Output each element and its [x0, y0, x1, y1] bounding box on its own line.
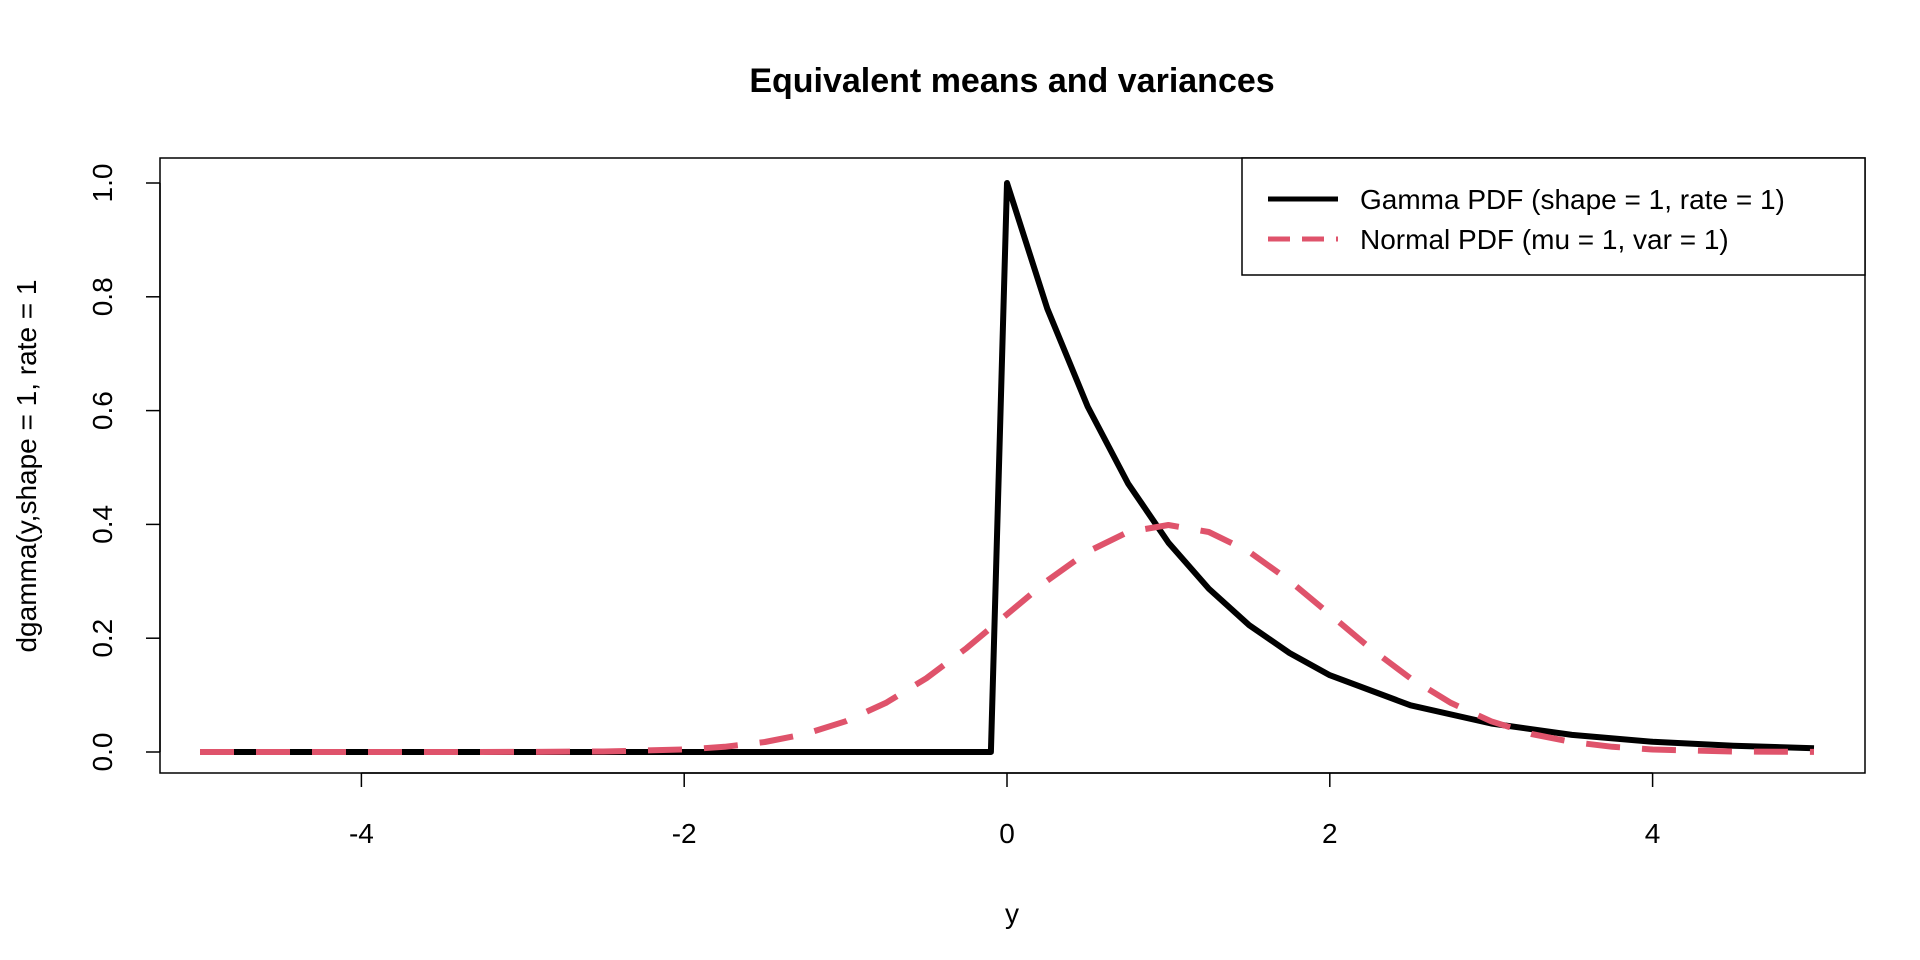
x-axis-label: y [1005, 898, 1019, 929]
y-tick-label: 0.0 [87, 733, 118, 772]
y-tick-label: 0.8 [87, 277, 118, 316]
x-tick-label: 0 [999, 818, 1015, 849]
y-tick-label: 1.0 [87, 164, 118, 203]
legend-box [1241, 157, 1866, 276]
series-line-gamma [200, 180, 1815, 755]
legend: Gamma PDF (shape = 1, rate = 1) Normal P… [1241, 157, 1866, 276]
y-tick-label: 0.4 [87, 505, 118, 544]
series-layer [200, 180, 1815, 755]
legend-label-gamma: Gamma PDF (shape = 1, rate = 1) [1360, 184, 1785, 215]
y-axis: 0.0 0.2 0.4 0.6 0.8 1.0 [87, 164, 161, 772]
series-line-normal [200, 522, 1815, 755]
x-tick-label: -4 [349, 818, 374, 849]
y-axis-label: dgamma(y,shape = 1, rate = 1 [11, 279, 42, 652]
x-tick-label: 4 [1645, 818, 1661, 849]
x-tick-label: -2 [672, 818, 697, 849]
x-axis: -4 -2 0 2 4 [349, 772, 1661, 849]
x-tick-label: 2 [1322, 818, 1338, 849]
legend-label-normal: Normal PDF (mu = 1, var = 1) [1360, 224, 1729, 255]
y-tick-label: 0.2 [87, 619, 118, 658]
y-tick-label: 0.6 [87, 391, 118, 430]
chart-title: Equivalent means and variances [749, 62, 1274, 100]
